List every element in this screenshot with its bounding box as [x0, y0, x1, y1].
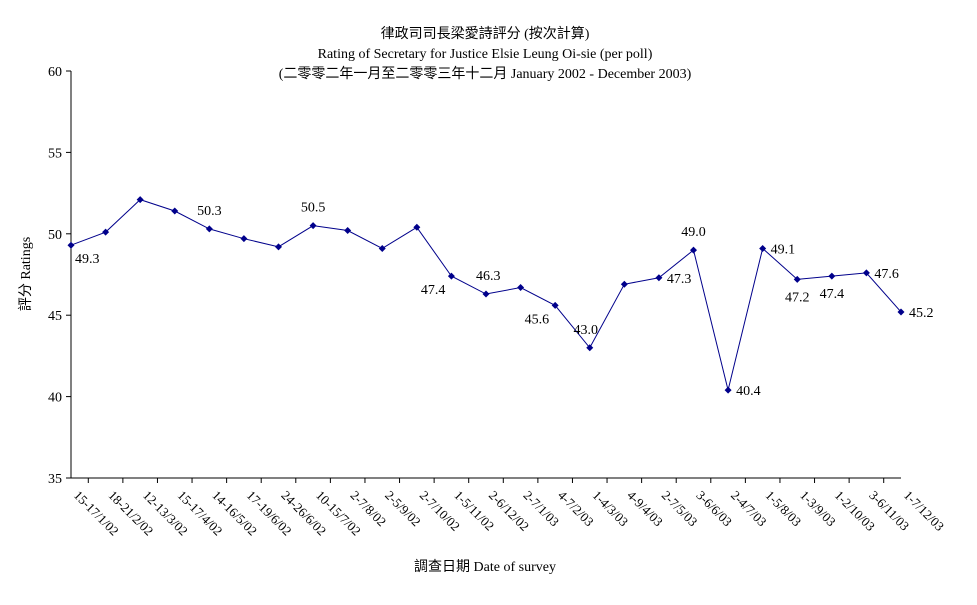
- series-markers: [67, 196, 905, 394]
- data-label: 49.3: [75, 252, 100, 267]
- data-label: 47.4: [421, 283, 446, 298]
- y-axis-ticks: 35 40 45 50 55 60: [48, 65, 71, 487]
- data-point: [67, 241, 75, 249]
- data-point: [828, 272, 836, 280]
- data-point: [586, 344, 594, 352]
- data-point: [275, 243, 282, 251]
- data-point: [205, 225, 213, 233]
- data-point: [655, 274, 663, 282]
- data-point: [171, 207, 179, 215]
- y-tick-label: 35: [48, 472, 62, 487]
- data-label: 50.5: [301, 201, 326, 216]
- data-label: 43.0: [574, 323, 599, 338]
- data-point: [517, 284, 525, 292]
- x-tick-label: 1-3/9/03: [797, 488, 839, 530]
- data-point: [724, 386, 732, 394]
- data-label: 45.2: [909, 306, 934, 321]
- x-tick-label: 3-6/6/03: [693, 488, 735, 530]
- data-label: 45.6: [525, 312, 550, 327]
- data-labels: 49.3 50.3 50.5 47.4 46.3 45.6 43.0 47.3 49.0 40.4…: [75, 201, 934, 399]
- data-point: [551, 301, 559, 309]
- y-tick-label: 40: [48, 391, 62, 406]
- y-tick-label: 50: [48, 228, 62, 243]
- data-point: [447, 272, 455, 280]
- data-point: [759, 244, 767, 252]
- x-tick-label: 1-5/8/03: [763, 488, 805, 530]
- data-label: 49.0: [681, 225, 706, 240]
- data-point: [102, 228, 110, 236]
- x-tick-label: 2-5/9/02: [382, 488, 424, 530]
- x-axis-ticks: 15-17/1/0218-21/2/0212-13/3/0215-17/4/02…: [71, 478, 947, 538]
- data-label: 47.2: [785, 290, 810, 305]
- data-point: [897, 308, 905, 316]
- y-tick-label: 60: [48, 65, 62, 80]
- x-tick-label: 4-9/4/03: [624, 488, 666, 530]
- chart-titles: 律政司司長梁愛詩評分 (按次計算) Rating of Secretary fo…: [279, 26, 692, 82]
- data-point: [378, 244, 386, 252]
- chart-axes: [70, 71, 901, 479]
- data-point: [240, 235, 248, 243]
- data-label: 46.3: [476, 269, 501, 284]
- chart-subtitle-period: (二零零二年一月至二零零三年十二月 January 2002 - Decembe…: [279, 66, 692, 82]
- data-label: 50.3: [197, 204, 222, 219]
- data-point: [793, 275, 801, 283]
- data-label: 47.6: [874, 267, 899, 282]
- data-label: 40.4: [736, 384, 761, 399]
- data-point: [620, 280, 628, 288]
- chart-title-chinese: 律政司司長梁愛詩評分 (按次計算): [381, 26, 590, 42]
- data-point: [344, 227, 352, 235]
- data-label: 49.1: [771, 242, 796, 257]
- y-axis-title: 評分 Ratings: [18, 237, 34, 311]
- data-point: [413, 223, 421, 231]
- data-point: [482, 290, 490, 298]
- y-tick-label: 55: [48, 146, 62, 161]
- data-point: [309, 222, 317, 230]
- x-tick-label: 2-4/7/03: [728, 488, 770, 530]
- x-tick-label: 1-4/3/03: [590, 488, 632, 530]
- data-point: [690, 246, 697, 254]
- x-tick-label: 2-7/5/03: [659, 488, 701, 530]
- data-label: 47.4: [820, 287, 845, 302]
- data-label: 47.3: [667, 272, 692, 287]
- chart-title-english: Rating of Secretary for Justice Elsie Le…: [318, 47, 653, 62]
- x-axis-title: 調查日期 Date of survey: [414, 559, 556, 575]
- y-tick-label: 45: [48, 309, 62, 324]
- data-point: [862, 269, 870, 277]
- data-point: [136, 196, 144, 204]
- x-tick-label: 4-7/2/03: [555, 488, 597, 530]
